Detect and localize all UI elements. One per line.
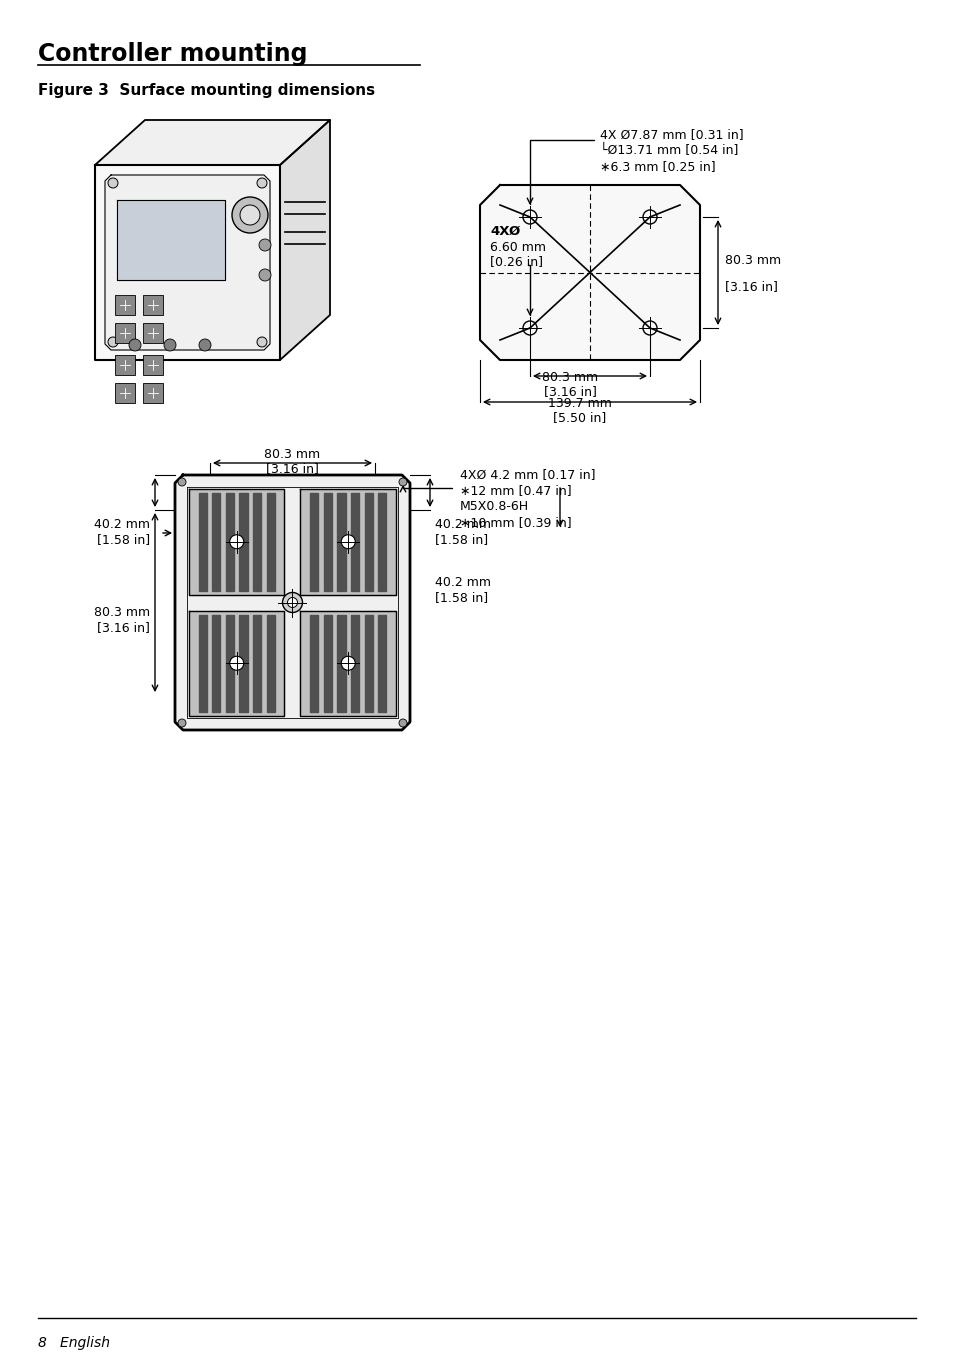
Polygon shape <box>310 493 318 590</box>
Polygon shape <box>95 165 280 360</box>
Text: 139.7 mm: 139.7 mm <box>547 397 611 410</box>
Polygon shape <box>310 615 318 712</box>
Text: Controller mounting: Controller mounting <box>38 42 307 66</box>
Polygon shape <box>378 493 386 590</box>
Circle shape <box>398 719 407 727</box>
Polygon shape <box>364 493 373 590</box>
Text: 80.3 mm: 80.3 mm <box>724 253 781 267</box>
Polygon shape <box>378 615 386 712</box>
Text: 80.3 mm: 80.3 mm <box>264 448 320 460</box>
Text: ∗12 mm [0.47 in]: ∗12 mm [0.47 in] <box>459 483 571 497</box>
Circle shape <box>341 657 355 670</box>
Polygon shape <box>239 493 248 590</box>
Polygon shape <box>253 493 261 590</box>
Circle shape <box>282 593 302 612</box>
Text: 80.3 mm: 80.3 mm <box>93 607 150 619</box>
Text: Figure 3  Surface mounting dimensions: Figure 3 Surface mounting dimensions <box>38 83 375 97</box>
Circle shape <box>240 204 260 225</box>
Text: 80.3 mm: 80.3 mm <box>541 371 598 385</box>
Polygon shape <box>239 615 248 712</box>
Text: 40.2 mm: 40.2 mm <box>94 519 150 532</box>
Circle shape <box>230 535 244 548</box>
Polygon shape <box>280 121 330 360</box>
Circle shape <box>178 478 186 486</box>
Text: 6.60 mm: 6.60 mm <box>490 241 545 255</box>
Text: [1.58 in]: [1.58 in] <box>435 590 488 604</box>
Polygon shape <box>253 615 261 712</box>
Polygon shape <box>364 615 373 712</box>
Polygon shape <box>300 611 395 716</box>
Text: [3.16 in]: [3.16 in] <box>97 621 150 634</box>
Circle shape <box>108 337 118 347</box>
Circle shape <box>398 478 407 486</box>
Text: [3.16 in]: [3.16 in] <box>266 462 318 475</box>
Polygon shape <box>479 185 700 360</box>
Circle shape <box>341 535 355 548</box>
Text: [1.58 in]: [1.58 in] <box>435 533 488 547</box>
Circle shape <box>232 196 268 233</box>
Polygon shape <box>337 493 345 590</box>
Circle shape <box>258 240 271 250</box>
Circle shape <box>108 177 118 188</box>
Text: [3.16 in]: [3.16 in] <box>724 280 777 294</box>
Polygon shape <box>300 489 395 594</box>
Bar <box>143 355 163 375</box>
Polygon shape <box>117 200 225 280</box>
Circle shape <box>178 719 186 727</box>
Text: 40.2 mm: 40.2 mm <box>435 519 491 532</box>
Polygon shape <box>212 493 220 590</box>
Bar <box>115 355 135 375</box>
Circle shape <box>287 597 297 608</box>
Text: 4XØ: 4XØ <box>490 225 519 238</box>
Polygon shape <box>189 489 284 594</box>
Circle shape <box>230 657 244 670</box>
Polygon shape <box>337 615 345 712</box>
Polygon shape <box>95 121 330 165</box>
Polygon shape <box>105 175 270 349</box>
Polygon shape <box>198 493 207 590</box>
Circle shape <box>258 269 271 282</box>
Polygon shape <box>267 615 274 712</box>
Bar <box>143 295 163 315</box>
Text: └Ø13.71 mm [0.54 in]: └Ø13.71 mm [0.54 in] <box>599 144 738 157</box>
Polygon shape <box>323 493 332 590</box>
Circle shape <box>199 338 211 351</box>
Text: [0.26 in]: [0.26 in] <box>490 255 542 268</box>
Bar <box>115 383 135 403</box>
Text: [3.16 in]: [3.16 in] <box>543 385 596 398</box>
Polygon shape <box>351 615 358 712</box>
Polygon shape <box>212 615 220 712</box>
Text: ∗6.3 mm [0.25 in]: ∗6.3 mm [0.25 in] <box>599 160 715 173</box>
Bar <box>143 324 163 343</box>
Bar <box>115 324 135 343</box>
Polygon shape <box>323 615 332 712</box>
Bar <box>115 295 135 315</box>
Polygon shape <box>267 493 274 590</box>
Text: 40.2 mm: 40.2 mm <box>435 575 491 589</box>
Text: ∗10 mm [0.39 in]: ∗10 mm [0.39 in] <box>459 516 571 529</box>
Circle shape <box>129 338 141 351</box>
Text: [1.58 in]: [1.58 in] <box>97 533 150 547</box>
Text: [5.50 in]: [5.50 in] <box>553 412 606 424</box>
Circle shape <box>164 338 175 351</box>
Polygon shape <box>174 475 410 730</box>
Text: M5X0.8-6H: M5X0.8-6H <box>459 500 529 513</box>
Polygon shape <box>226 493 233 590</box>
Text: 4X Ø7.87 mm [0.31 in]: 4X Ø7.87 mm [0.31 in] <box>599 129 742 141</box>
Circle shape <box>256 337 267 347</box>
Circle shape <box>256 177 267 188</box>
Polygon shape <box>226 615 233 712</box>
Text: 4XØ 4.2 mm [0.17 in]: 4XØ 4.2 mm [0.17 in] <box>459 468 595 481</box>
Polygon shape <box>198 615 207 712</box>
Bar <box>143 383 163 403</box>
Text: 8   English: 8 English <box>38 1336 110 1350</box>
Polygon shape <box>189 611 284 716</box>
Polygon shape <box>351 493 358 590</box>
